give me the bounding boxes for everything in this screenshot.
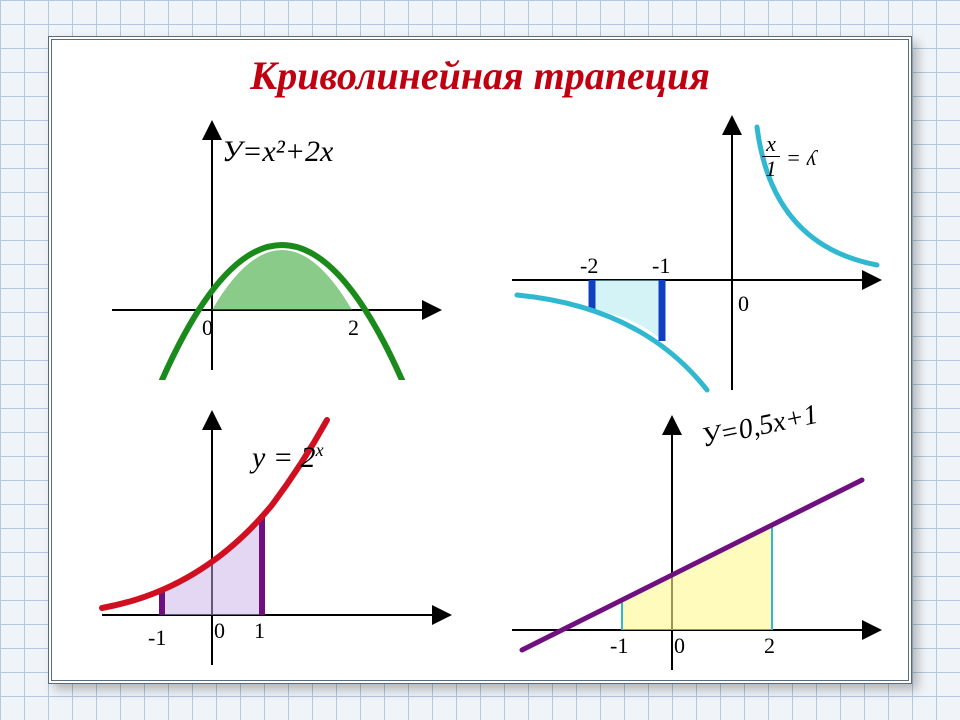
- chart-linear: [502, 405, 882, 675]
- eq-hyp-num: x: [766, 131, 776, 156]
- label-bl-m1: -1: [148, 625, 166, 651]
- eq-parabola: У=х²+2х: [222, 135, 333, 169]
- label-tr-m2: -2: [580, 253, 598, 279]
- panel-hyperbola: x 1 = ʎ -2 -1 0: [502, 115, 882, 395]
- eq-hyperbola: x 1: [762, 133, 780, 180]
- eq-exp-sup: x: [316, 440, 324, 460]
- label-br-0: 0: [674, 633, 685, 659]
- label-br-m1: -1: [610, 633, 628, 659]
- label-tr-0: 0: [738, 291, 749, 317]
- label-tl-0: 0: [202, 315, 213, 341]
- chart-hyperbola: [502, 115, 882, 395]
- eq-exp: y = 2x: [252, 440, 324, 475]
- label-br-2: 2: [764, 633, 775, 659]
- eq-hyp-rhs: = ʎ: [786, 145, 816, 171]
- eq-exp-base: y = 2: [252, 441, 316, 474]
- panel-parabola: У=х²+2х 0 2: [92, 120, 452, 380]
- slide-frame: Криволинейная трапеция У=х²+2х 0 2: [48, 36, 912, 684]
- label-bl-1: 1: [254, 618, 265, 644]
- slide-title: Криволинейная трапеция: [52, 52, 908, 99]
- label-bl-0: 0: [214, 618, 225, 644]
- label-tr-m1: -1: [652, 253, 670, 279]
- label-tl-2: 2: [348, 315, 359, 341]
- eq-hyp-den: 1: [766, 156, 777, 181]
- panel-linear: У=0,5х+1 -1 0 2: [502, 405, 882, 675]
- panel-exp: y = 2x -1 0 1: [92, 410, 452, 670]
